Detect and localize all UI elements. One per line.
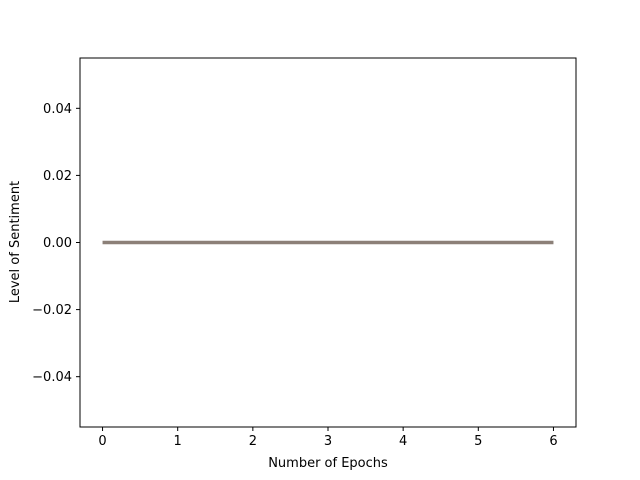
y-axis-label: Level of Sentiment (8, 181, 23, 303)
x-tick-label: 6 (549, 434, 557, 449)
x-tick-label: 2 (249, 434, 257, 449)
x-tick-label: 1 (174, 434, 182, 449)
x-tick-label: 3 (324, 434, 332, 449)
x-axis-label: Number of Epochs (268, 456, 388, 471)
x-tick-label: 4 (399, 434, 407, 449)
y-tick-label: 0.02 (43, 169, 72, 184)
y-tick-label: −0.02 (32, 303, 72, 318)
y-tick-label: 0.04 (43, 102, 72, 117)
x-axis: 0 1 2 3 4 5 6 (98, 427, 558, 449)
y-tick-label: 0.00 (43, 236, 72, 251)
y-axis: 0.04 0.02 0.00 −0.02 −0.04 (32, 102, 80, 385)
y-tick-label: −0.04 (32, 370, 72, 385)
x-tick-label: 0 (98, 434, 106, 449)
x-tick-label: 5 (474, 434, 482, 449)
